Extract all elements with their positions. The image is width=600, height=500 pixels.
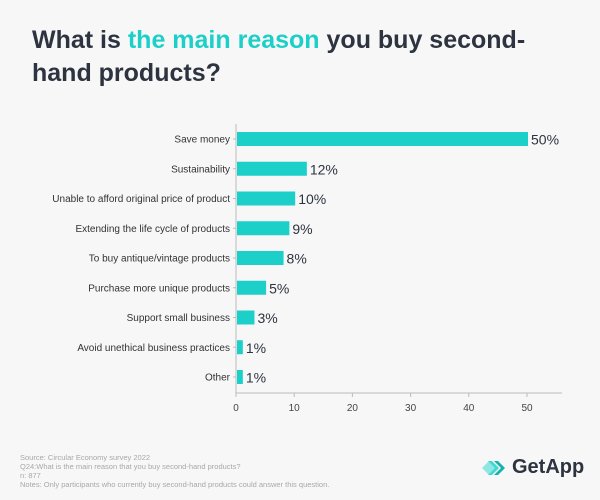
category-label: Unable to afford original price of produ… bbox=[52, 194, 230, 205]
x-tick-label: 0 bbox=[233, 403, 239, 414]
logo-text: GetApp bbox=[512, 456, 585, 478]
x-tick-label: 40 bbox=[463, 403, 475, 414]
bar bbox=[237, 310, 255, 325]
footer-notes: Source: Circular Economy survey 2022 Q24… bbox=[20, 453, 329, 489]
x-tick-label: 30 bbox=[405, 403, 417, 414]
data-label: 3% bbox=[257, 310, 277, 326]
category-label: Support small business bbox=[127, 313, 230, 324]
data-label: 1% bbox=[246, 370, 266, 386]
bar bbox=[237, 370, 243, 384]
data-label: 5% bbox=[269, 280, 289, 296]
title-part: you buy second-hand products? bbox=[32, 26, 526, 87]
getapp-logo: GetApp bbox=[482, 456, 584, 479]
data-label: 50% bbox=[531, 132, 559, 148]
category-label: Avoid unethical business practices bbox=[77, 343, 230, 354]
bar bbox=[237, 340, 243, 355]
category-label: To buy antique/vintage products bbox=[89, 254, 230, 265]
bar bbox=[237, 132, 528, 146]
bar bbox=[237, 251, 284, 265]
bar bbox=[237, 221, 290, 236]
category-label: Extending the life cycle of products bbox=[75, 224, 230, 235]
data-label: 8% bbox=[287, 251, 307, 267]
chart-title: What is the main reason you buy second-h… bbox=[32, 24, 572, 90]
data-label: 10% bbox=[298, 191, 326, 207]
data-label: 1% bbox=[246, 340, 266, 356]
category-label: Sustainability bbox=[171, 164, 230, 175]
getapp-chevron-icon bbox=[482, 460, 505, 475]
notes-text: Notes: Only participants who currently b… bbox=[20, 480, 330, 489]
x-tick-label: 10 bbox=[289, 403, 301, 414]
x-tick-label: 20 bbox=[347, 403, 359, 414]
x-tick-label: 50 bbox=[521, 403, 533, 414]
bar-chart: 0 10 20 30 40 50 Save money 50% Sustainability 12… bbox=[52, 124, 562, 414]
category-label: Purchase more unique products bbox=[88, 283, 230, 294]
bar bbox=[237, 280, 267, 295]
sample-size-note: n: 877 bbox=[20, 471, 41, 480]
bar bbox=[237, 161, 307, 176]
category-label: Other bbox=[205, 373, 231, 384]
question-note: Q24:What is the main reason that you buy… bbox=[20, 462, 241, 471]
category-label: Save money bbox=[174, 135, 230, 146]
bar bbox=[237, 191, 296, 206]
title-highlight: the main reason bbox=[127, 26, 320, 54]
source-note: Source: Circular Economy survey 2022 bbox=[20, 453, 151, 462]
data-label: 12% bbox=[310, 161, 338, 177]
title-part: What is bbox=[32, 26, 128, 54]
data-label: 9% bbox=[292, 221, 312, 237]
